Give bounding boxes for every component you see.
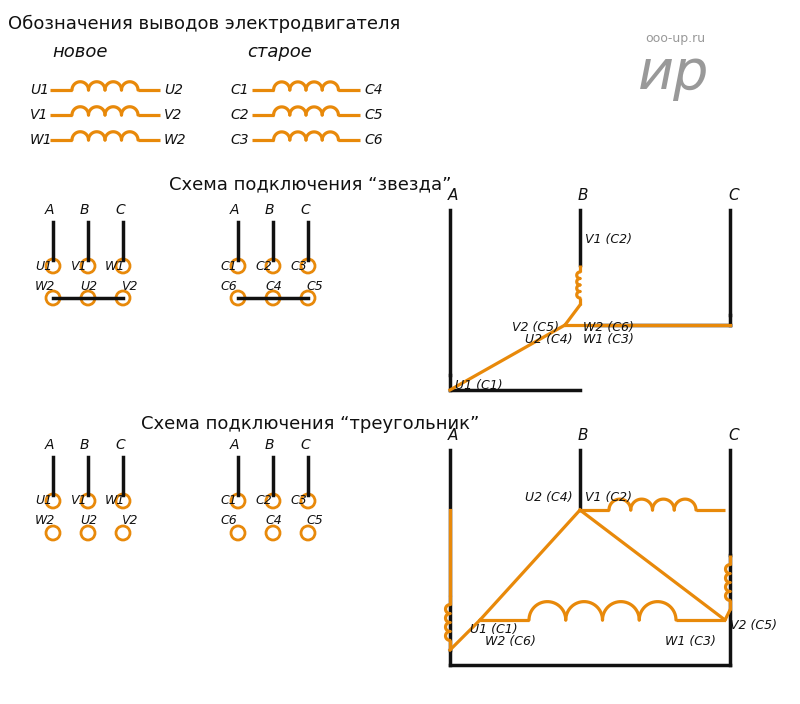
Text: C5: C5 xyxy=(306,515,322,527)
Text: V2: V2 xyxy=(121,515,138,527)
Text: B: B xyxy=(80,203,90,217)
Text: V1: V1 xyxy=(70,260,86,272)
Text: W1: W1 xyxy=(30,133,53,147)
Text: новое: новое xyxy=(52,43,108,61)
Text: старое: старое xyxy=(247,43,313,61)
Text: C: C xyxy=(115,438,125,452)
Text: U1 (C1): U1 (C1) xyxy=(470,624,518,636)
Text: W2: W2 xyxy=(164,133,186,147)
Text: C5: C5 xyxy=(364,108,382,122)
Text: C4: C4 xyxy=(265,515,282,527)
Text: V2 (C5): V2 (C5) xyxy=(730,619,777,631)
Text: W1: W1 xyxy=(105,260,126,272)
Text: W2 (C6): W2 (C6) xyxy=(583,320,634,334)
Text: U2 (C4): U2 (C4) xyxy=(525,332,573,346)
Text: C1: C1 xyxy=(230,83,249,97)
Text: W2: W2 xyxy=(35,279,55,292)
Text: V1 (C2): V1 (C2) xyxy=(585,234,632,246)
Text: A: A xyxy=(448,427,458,443)
Text: W2: W2 xyxy=(35,515,55,527)
Text: V2: V2 xyxy=(164,108,182,122)
Text: B: B xyxy=(265,438,274,452)
Text: C: C xyxy=(728,427,738,443)
Text: W1 (C3): W1 (C3) xyxy=(665,636,716,648)
Text: C3: C3 xyxy=(290,260,306,272)
Text: C6: C6 xyxy=(220,515,237,527)
Text: B: B xyxy=(578,427,589,443)
Text: V2: V2 xyxy=(121,279,138,292)
Text: C4: C4 xyxy=(364,83,382,97)
Text: B: B xyxy=(265,203,274,217)
Text: C6: C6 xyxy=(364,133,382,147)
Text: A: A xyxy=(45,438,54,452)
Text: A: A xyxy=(230,438,239,452)
Text: A: A xyxy=(230,203,239,217)
Text: B: B xyxy=(578,187,589,203)
Text: A: A xyxy=(448,187,458,203)
Text: C5: C5 xyxy=(306,279,322,292)
Text: U2: U2 xyxy=(80,279,97,292)
Text: U1 (C1): U1 (C1) xyxy=(455,379,502,391)
Text: W1: W1 xyxy=(105,494,126,508)
Text: Схема подключения “треугольник”: Схема подключения “треугольник” xyxy=(141,415,479,433)
Text: ооо-up.ru: ооо-up.ru xyxy=(645,32,705,45)
Text: Обозначения выводов электродвигателя: Обозначения выводов электродвигателя xyxy=(8,15,400,33)
Text: C4: C4 xyxy=(265,279,282,292)
Text: U1: U1 xyxy=(35,260,52,272)
Text: C6: C6 xyxy=(220,279,237,292)
Text: U1: U1 xyxy=(35,494,52,508)
Text: U1: U1 xyxy=(30,83,49,97)
Text: C3: C3 xyxy=(230,133,249,147)
Text: B: B xyxy=(80,438,90,452)
Text: A: A xyxy=(45,203,54,217)
Text: U2: U2 xyxy=(80,515,97,527)
Text: C3: C3 xyxy=(290,494,306,508)
Text: C: C xyxy=(300,438,310,452)
Text: C: C xyxy=(728,187,738,203)
Text: ир: ир xyxy=(638,48,710,101)
Text: U2: U2 xyxy=(164,83,183,97)
Text: C: C xyxy=(115,203,125,217)
Text: W1 (C3): W1 (C3) xyxy=(583,332,634,346)
Text: C: C xyxy=(300,203,310,217)
Text: U2 (C4): U2 (C4) xyxy=(525,491,573,505)
Text: C2: C2 xyxy=(255,494,272,508)
Text: V1 (C2): V1 (C2) xyxy=(585,491,632,505)
Text: V2 (C5): V2 (C5) xyxy=(512,320,559,334)
Text: W2 (C6): W2 (C6) xyxy=(485,636,536,648)
Text: V1: V1 xyxy=(70,494,86,508)
Text: C1: C1 xyxy=(220,260,237,272)
Text: C1: C1 xyxy=(220,494,237,508)
Text: Схема подключения “звезда”: Схема подключения “звезда” xyxy=(169,175,451,193)
Text: C2: C2 xyxy=(255,260,272,272)
Text: C2: C2 xyxy=(230,108,249,122)
Text: V1: V1 xyxy=(30,108,48,122)
